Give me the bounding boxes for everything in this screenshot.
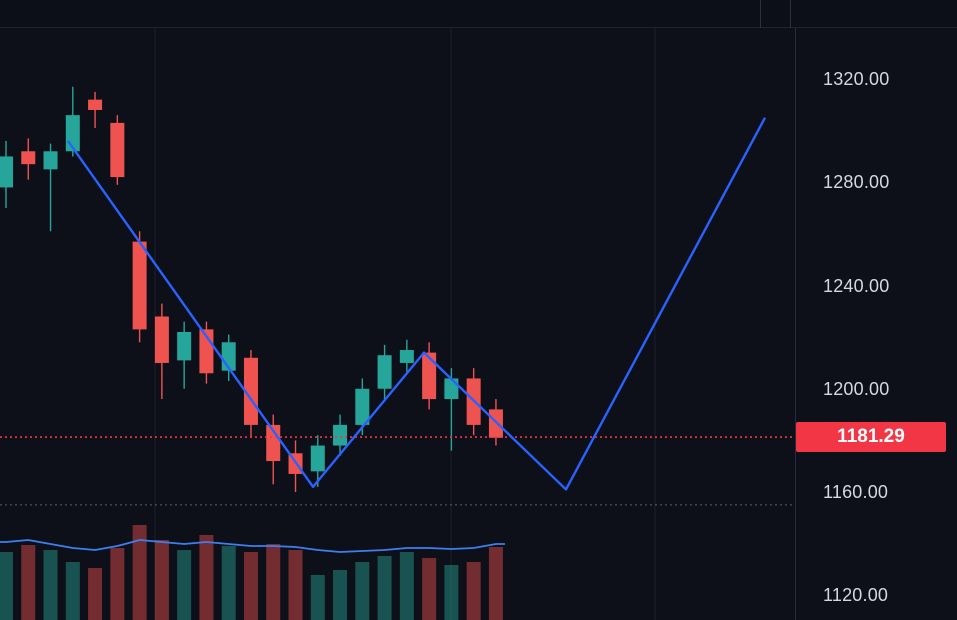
price-axis-tick: 1160.00 bbox=[823, 482, 889, 502]
current-price-tag: 1181.29 bbox=[796, 422, 946, 453]
volume-bar bbox=[221, 546, 236, 620]
volume-bar bbox=[310, 575, 325, 620]
price-axis-tick: 1200.00 bbox=[823, 378, 890, 399]
volume-bar bbox=[355, 562, 370, 620]
price-axis-tick: 1240.00 bbox=[823, 275, 890, 296]
volume-bar bbox=[399, 552, 414, 620]
candle-body bbox=[355, 388, 370, 425]
chart-topbar bbox=[0, 0, 957, 28]
price-axis-tick: 1120.00 bbox=[823, 585, 889, 606]
volume-bar bbox=[43, 550, 58, 620]
price-chart-pane[interactable] bbox=[0, 28, 795, 620]
volume-bar bbox=[199, 535, 214, 620]
volume-ma-line bbox=[0, 539, 505, 553]
volume-bar bbox=[333, 570, 348, 620]
topbar-divider bbox=[790, 0, 791, 28]
candle-body bbox=[444, 378, 459, 400]
chart-canvas[interactable] bbox=[0, 28, 795, 620]
candle-body bbox=[21, 151, 36, 165]
volume-bar bbox=[444, 565, 459, 620]
candle-body bbox=[377, 355, 392, 389]
volume-bar bbox=[154, 540, 169, 620]
candle-body bbox=[399, 350, 414, 363]
volume-bar bbox=[466, 562, 481, 620]
volume-bar bbox=[110, 548, 125, 620]
candle-body bbox=[422, 352, 437, 400]
candle-body bbox=[488, 409, 503, 438]
candle-body bbox=[154, 316, 169, 363]
volume-bar bbox=[21, 545, 36, 620]
candle-body bbox=[88, 99, 103, 110]
candle-body bbox=[43, 151, 58, 170]
volume-bar bbox=[65, 562, 80, 620]
volume-bar bbox=[488, 547, 503, 620]
price-axis-tick: 1280.00 bbox=[823, 172, 890, 193]
candle-body bbox=[310, 445, 325, 472]
volume-bar bbox=[0, 552, 13, 620]
candle-body bbox=[333, 424, 348, 446]
trendline-drawing[interactable] bbox=[67, 117, 767, 491]
volume-bar bbox=[88, 568, 103, 620]
candle-body bbox=[177, 331, 192, 361]
volume-bar bbox=[177, 550, 192, 620]
candle-body bbox=[0, 156, 13, 188]
candle-body bbox=[243, 357, 258, 425]
volume-bar bbox=[132, 525, 147, 620]
price-axis[interactable]: 1181.29 1320.00 1280.00 1240.00 1200.00 1160… bbox=[795, 28, 957, 620]
volume-bar bbox=[243, 552, 258, 620]
price-axis-tick: 1320.00 bbox=[823, 69, 890, 89]
volume-bar bbox=[422, 558, 437, 620]
volume-bar bbox=[288, 550, 303, 620]
candle-body bbox=[110, 122, 125, 178]
volume-bar bbox=[377, 556, 392, 620]
topbar-divider bbox=[760, 0, 761, 28]
candle-body bbox=[132, 241, 147, 330]
volume-bar bbox=[266, 544, 281, 620]
